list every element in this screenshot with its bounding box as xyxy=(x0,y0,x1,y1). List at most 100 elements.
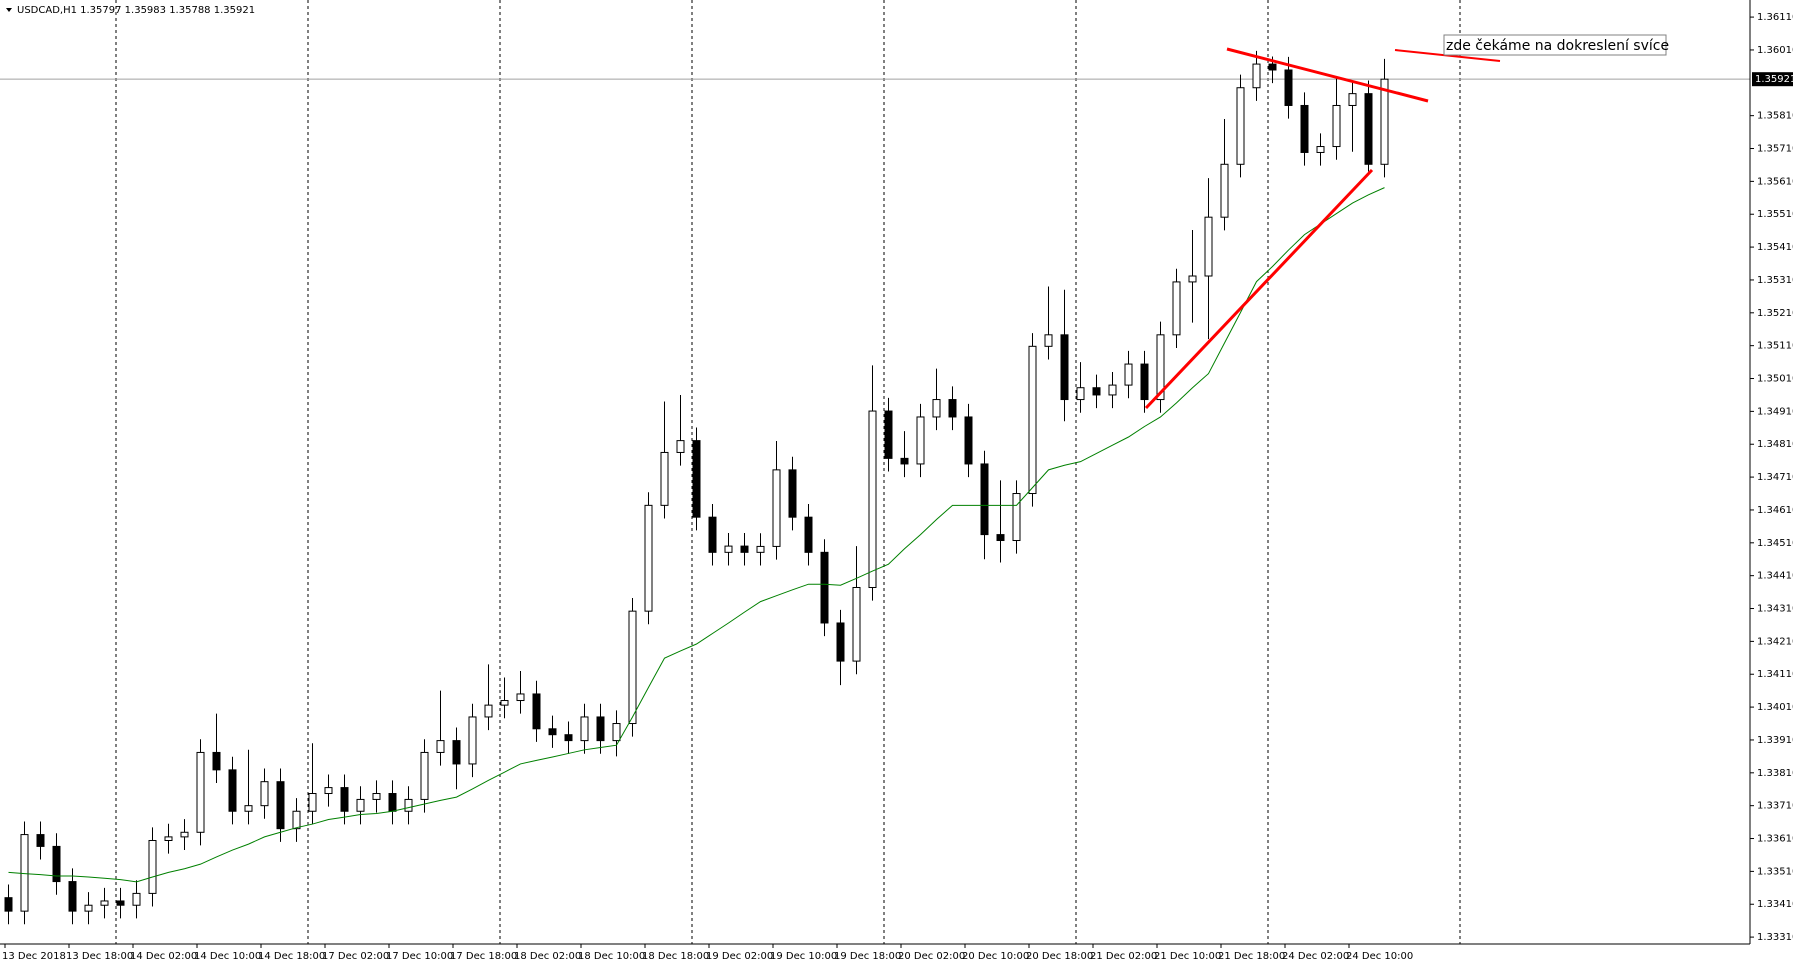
candle-body xyxy=(1156,334,1165,401)
x-tick-label: 14 Dec 02:00 xyxy=(130,951,197,962)
candle-body xyxy=(980,463,989,536)
candle-body xyxy=(964,416,973,465)
y-tick-label: 1.33410 xyxy=(1757,899,1793,910)
candle-body xyxy=(868,410,877,588)
candle-body xyxy=(420,751,429,800)
x-tick-label: 19 Dec 02:00 xyxy=(706,951,773,962)
y-tick-label: 1.33810 xyxy=(1757,768,1793,779)
candle-body xyxy=(916,416,925,465)
trend-line xyxy=(1226,47,1429,103)
y-tick-label: 1.36110 xyxy=(1757,12,1793,23)
candle-body xyxy=(340,787,349,812)
candle-body xyxy=(1252,63,1261,89)
y-tick-label: 1.34910 xyxy=(1757,406,1793,417)
candle-body xyxy=(4,897,13,912)
candle-body xyxy=(36,834,45,847)
day-separators xyxy=(115,0,1461,944)
y-tick-label: 1.35710 xyxy=(1757,144,1793,155)
candle-body xyxy=(772,469,781,547)
candle-body xyxy=(228,769,237,812)
candle-body xyxy=(932,399,941,418)
y-tick-label: 1.36010 xyxy=(1757,45,1793,56)
candle-body xyxy=(164,836,173,841)
candle-body xyxy=(724,545,733,553)
candle-body xyxy=(948,399,957,418)
x-tick-label: 19 Dec 10:00 xyxy=(770,951,837,962)
y-tick-label: 1.34710 xyxy=(1757,472,1793,483)
candle-body xyxy=(436,740,445,753)
candle-body xyxy=(1332,104,1341,148)
candle-body xyxy=(692,440,701,518)
candle-body xyxy=(516,693,525,702)
x-tick-label: 14 Dec 18:00 xyxy=(258,951,325,962)
candle-body xyxy=(564,734,573,742)
y-tick-label: 1.33610 xyxy=(1757,834,1793,845)
candle-body xyxy=(132,892,141,906)
candle-body xyxy=(484,704,493,718)
candle-body xyxy=(116,900,125,906)
x-tick-label: 21 Dec 02:00 xyxy=(1090,951,1157,962)
candle-body xyxy=(756,545,765,553)
candle-body xyxy=(500,700,509,706)
y-tick-label: 1.34810 xyxy=(1757,439,1793,450)
candle-body xyxy=(148,839,157,894)
current-price-box xyxy=(1752,72,1793,87)
candle-body xyxy=(820,551,829,624)
candle-body xyxy=(276,781,285,830)
x-tick-label: 17 Dec 10:00 xyxy=(386,951,453,962)
y-tick-label: 1.35210 xyxy=(1757,308,1793,319)
candle-body xyxy=(708,516,717,553)
candle-body xyxy=(84,904,93,912)
y-tick-label: 1.34610 xyxy=(1757,505,1793,516)
x-tick-label: 17 Dec 02:00 xyxy=(322,951,389,962)
candle-body xyxy=(212,751,221,771)
plot-area xyxy=(0,50,1750,925)
candle-body xyxy=(1044,334,1053,347)
candle-body xyxy=(372,793,381,800)
y-tick-label: 1.34010 xyxy=(1757,702,1793,713)
candle-body xyxy=(900,457,909,465)
candle-body xyxy=(356,798,365,812)
x-tick-label: 14 Dec 10:00 xyxy=(194,951,261,962)
y-tick-label: 1.34310 xyxy=(1757,604,1793,615)
candle-body xyxy=(196,751,205,833)
candle-body xyxy=(180,831,189,838)
candle-body xyxy=(1076,387,1085,401)
x-tick-label: 18 Dec 02:00 xyxy=(514,951,581,962)
annotation: zde čekáme na dokreslení svíce xyxy=(1446,38,1669,54)
candle-body xyxy=(788,469,797,518)
candle-body xyxy=(740,545,749,553)
y-tick-label: 1.35410 xyxy=(1757,242,1793,253)
y-tick-label: 1.33910 xyxy=(1757,735,1793,746)
y-tick-label: 1.34410 xyxy=(1757,571,1793,582)
candle-body xyxy=(1092,387,1101,396)
x-tick-label: 17 Dec 18:00 xyxy=(450,951,517,962)
candle-body xyxy=(1172,281,1181,336)
candle-body xyxy=(260,781,269,807)
candle-body xyxy=(52,845,61,883)
candle-body xyxy=(1364,93,1373,165)
y-tick-label: 1.33510 xyxy=(1757,866,1793,877)
candle-body xyxy=(1028,345,1037,495)
candle-body xyxy=(388,793,397,812)
x-tick-label: 24 Dec 02:00 xyxy=(1282,951,1349,962)
candle-body xyxy=(1300,104,1309,153)
y-tick-label: 1.35010 xyxy=(1757,374,1793,385)
x-tick-label: 24 Dec 10:00 xyxy=(1346,951,1413,962)
candle-body xyxy=(1220,163,1229,218)
candle-body xyxy=(1188,275,1197,283)
x-tick-label: 13 Dec 2018 xyxy=(2,951,66,962)
x-tick-label: 21 Dec 18:00 xyxy=(1218,951,1285,962)
x-tick-label: 20 Dec 18:00 xyxy=(1026,951,1093,962)
candle-body xyxy=(404,798,413,812)
y-tick-label: 1.34210 xyxy=(1757,636,1793,647)
y-tick-label: 1.35810 xyxy=(1757,111,1793,122)
candle-body xyxy=(452,740,461,765)
candle-body xyxy=(612,723,621,742)
note-box xyxy=(1443,34,1667,56)
trend-line xyxy=(1144,168,1374,410)
candle-body xyxy=(1236,87,1245,165)
